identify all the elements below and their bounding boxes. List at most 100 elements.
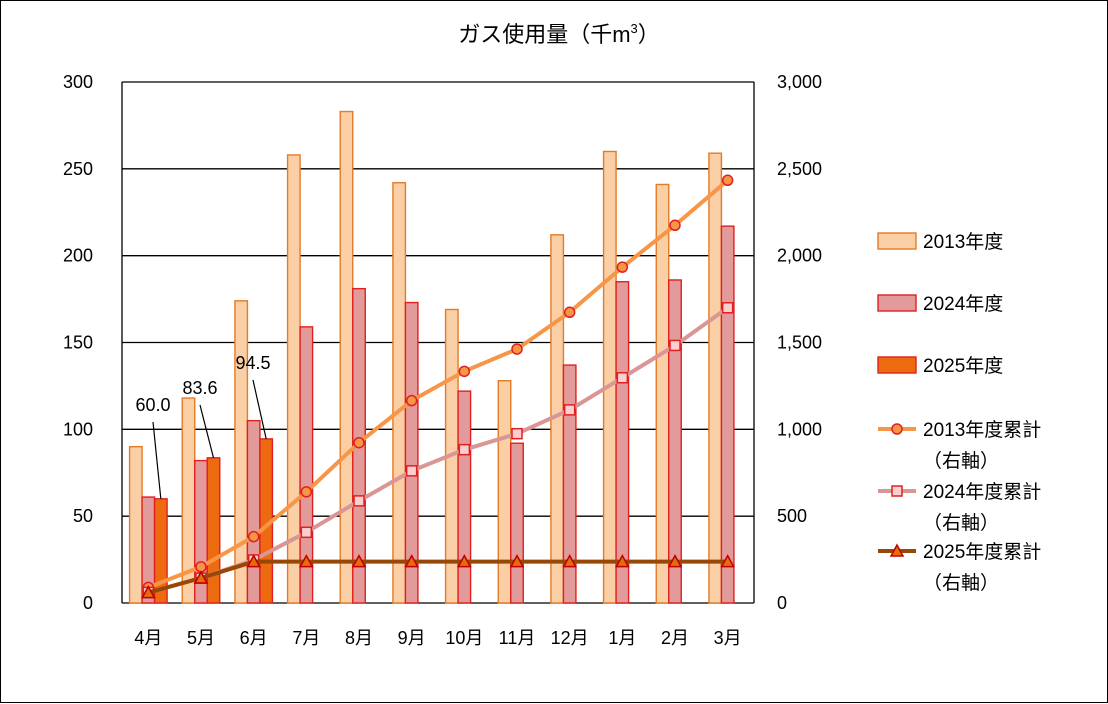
legend-label: 2013年度 bbox=[923, 231, 1003, 253]
y-right-tick-label: 1,000 bbox=[777, 419, 822, 439]
marker-2024年度累計 bbox=[300, 526, 313, 539]
bar-2024年度 bbox=[246, 419, 261, 604]
marker-2025年度累計 bbox=[562, 554, 577, 568]
marker-2025年度累計 bbox=[193, 570, 209, 584]
marker-2013年度累計 bbox=[300, 486, 313, 498]
legend-marker-2013年度累計 bbox=[891, 423, 903, 435]
legend-swatch-2025年度 bbox=[877, 356, 917, 374]
y-left-tick-label: 250 bbox=[63, 159, 93, 179]
marker-2025年度累計 bbox=[141, 585, 156, 599]
x-tick-label: 9月 bbox=[398, 628, 426, 648]
y-right-tick-label: 2,500 bbox=[777, 159, 822, 179]
marker-2013年度累計 bbox=[458, 365, 471, 378]
line-2025年度累計 bbox=[147, 559, 728, 595]
legend-label: 2013年度累計 bbox=[923, 419, 1041, 441]
marker-2024年度累計 bbox=[669, 339, 681, 352]
legend-marker-2024年度累計 bbox=[891, 485, 903, 497]
legend-label-suffix: （右軸） bbox=[923, 450, 999, 472]
y-left-tick-label: 100 bbox=[63, 419, 93, 439]
line-series-group bbox=[141, 174, 735, 599]
marker-2013年度累計 bbox=[353, 436, 365, 449]
legend-swatch-2013年度 bbox=[877, 232, 917, 250]
data-labels-group: 60.0 83.6 94.5 bbox=[135, 353, 271, 499]
marker-2013年度累計 bbox=[669, 219, 681, 232]
y-right-tick-label: 1,500 bbox=[777, 333, 822, 353]
marker-2025年度累計 bbox=[457, 554, 472, 568]
marker-2013年度累計 bbox=[511, 343, 523, 355]
legend-label: 2025年度累計 bbox=[923, 541, 1041, 563]
legend-marker-2025年度累計 bbox=[889, 543, 905, 557]
legend-label: 2025年度 bbox=[923, 355, 1003, 377]
legend-label: 2024年度累計 bbox=[923, 481, 1041, 503]
title-superscript: 3 bbox=[631, 21, 638, 36]
marker-2013年度累計 bbox=[616, 261, 629, 273]
x-tick-label: 12月 bbox=[551, 628, 589, 648]
legend-swatch-2024年度 bbox=[877, 294, 917, 312]
chart-title: ガス使用量（千m3） bbox=[458, 21, 660, 47]
marker-2013年度累計 bbox=[195, 561, 207, 573]
data-label-leader bbox=[152, 421, 162, 499]
marker-2025年度累計 bbox=[667, 554, 683, 568]
title-close: ） bbox=[638, 22, 660, 47]
data-label: 83.6 bbox=[182, 378, 217, 398]
bar-2024年度 bbox=[720, 225, 735, 604]
axes: 0 0 50 500 100 1,000 150 1,500 200 2,000 250 2,500 3… bbox=[63, 72, 822, 648]
marker-2025年度累計 bbox=[404, 554, 419, 568]
bar-2013年度 bbox=[708, 152, 723, 604]
marker-2013年度累計 bbox=[721, 174, 734, 187]
bar-2013年度 bbox=[392, 182, 407, 604]
x-tick-label: 8月 bbox=[345, 628, 373, 648]
y-left-tick-label: 50 bbox=[73, 506, 93, 526]
y-right-tick-label: 3,000 bbox=[777, 72, 822, 92]
gridlines bbox=[122, 81, 754, 604]
x-tick-label: 2月 bbox=[661, 628, 689, 648]
x-tick-label: 4月 bbox=[134, 628, 162, 648]
data-label-leader bbox=[252, 379, 267, 440]
marker-2013年度累計 bbox=[247, 530, 260, 543]
bar-2024年度 bbox=[615, 281, 630, 604]
bar-2013年度 bbox=[602, 150, 617, 604]
legend: 2013年度 2024年度 2025年度 2013年度累計 （右軸） 2024年度累計 （右… bbox=[877, 231, 1041, 594]
marker-2024年度累計 bbox=[353, 495, 365, 507]
legend-label-suffix: （右軸） bbox=[923, 512, 999, 534]
y-right-tick-label: 0 bbox=[777, 593, 787, 613]
marker-2025年度累計 bbox=[299, 554, 314, 568]
marker-2025年度累計 bbox=[351, 554, 367, 568]
legend-label-suffix: （右軸） bbox=[923, 572, 999, 594]
bar-2013年度 bbox=[128, 446, 143, 604]
marker-2024年度累計 bbox=[458, 443, 471, 456]
marker-2024年度累計 bbox=[563, 404, 576, 416]
bar-2024年度 bbox=[457, 390, 472, 604]
marker-2013年度累計 bbox=[405, 394, 418, 407]
x-tick-label: 11月 bbox=[499, 628, 536, 648]
data-label: 60.0 bbox=[135, 395, 170, 415]
marker-2025年度累計 bbox=[246, 554, 261, 568]
x-tick-label: 10月 bbox=[445, 628, 483, 648]
line-2013年度累計 bbox=[147, 178, 729, 590]
marker-2024年度累計 bbox=[511, 427, 523, 440]
data-label-leader bbox=[199, 404, 215, 458]
x-tick-label: 1月 bbox=[608, 628, 636, 648]
x-tick-label: 7月 bbox=[292, 628, 320, 648]
y-right-tick-label: 2,000 bbox=[777, 246, 822, 266]
y-right-tick-label: 500 bbox=[777, 506, 807, 526]
x-tick-label: 6月 bbox=[240, 628, 268, 648]
marker-2024年度累計 bbox=[405, 465, 418, 477]
bar-2024年度 bbox=[562, 364, 577, 604]
marker-2013年度累計 bbox=[563, 306, 576, 319]
y-left-tick-label: 0 bbox=[83, 593, 93, 613]
bar-series-group bbox=[128, 110, 735, 604]
marker-2025年度累計 bbox=[615, 554, 630, 568]
bar-2025年度 bbox=[206, 457, 221, 604]
bar-2013年度 bbox=[339, 110, 354, 604]
y-left-tick-label: 200 bbox=[63, 246, 93, 266]
bar-2024年度 bbox=[668, 279, 682, 604]
marker-2025年度累計 bbox=[720, 554, 735, 568]
data-label: 94.5 bbox=[235, 353, 270, 373]
legend-label: 2024年度 bbox=[923, 293, 1003, 315]
bar-2013年度 bbox=[497, 380, 512, 604]
x-tick-label: 3月 bbox=[714, 628, 742, 648]
marker-2024年度累計 bbox=[616, 372, 629, 384]
